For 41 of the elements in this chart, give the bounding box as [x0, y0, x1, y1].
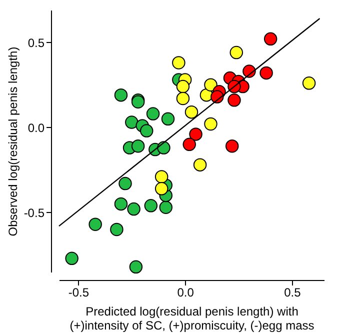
point — [157, 141, 170, 154]
point — [230, 46, 244, 60]
y-axis-title: Observed log(residual penis length) — [6, 46, 20, 236]
point — [204, 78, 218, 92]
point — [146, 107, 160, 120]
point — [176, 92, 190, 106]
point — [154, 170, 168, 184]
y-tick-label: 0.0 — [28, 120, 45, 135]
point — [172, 56, 186, 70]
point — [131, 139, 145, 153]
point — [193, 158, 207, 172]
point — [127, 202, 140, 216]
point — [182, 138, 196, 152]
point — [161, 112, 175, 126]
point — [114, 197, 128, 211]
point — [140, 124, 154, 138]
point — [144, 199, 158, 212]
point — [260, 66, 273, 80]
point — [65, 252, 78, 265]
point — [184, 105, 198, 119]
point — [204, 117, 218, 131]
x-axis-title: Predicted log(residual penis length) with (+)intensity of SC, (+)promiscuity, (-)egg mass — [70, 304, 314, 332]
point — [228, 94, 241, 107]
point — [189, 128, 202, 141]
x-tick-label: 0.5 — [284, 286, 302, 300]
point — [88, 218, 102, 231]
x-tick-label: 0.0 — [177, 286, 194, 300]
point — [264, 32, 278, 46]
point — [154, 182, 168, 196]
point — [302, 76, 316, 90]
point — [225, 139, 239, 153]
point — [125, 116, 138, 129]
x-tick-label: -0.5 — [68, 286, 90, 300]
y-tick-label: 0.5 — [28, 36, 45, 50]
point — [118, 176, 132, 190]
point — [110, 222, 124, 236]
point — [176, 80, 190, 94]
point — [129, 260, 143, 274]
point — [114, 88, 128, 102]
y-tick-label: -0.5 — [24, 206, 45, 220]
point — [159, 200, 172, 214]
